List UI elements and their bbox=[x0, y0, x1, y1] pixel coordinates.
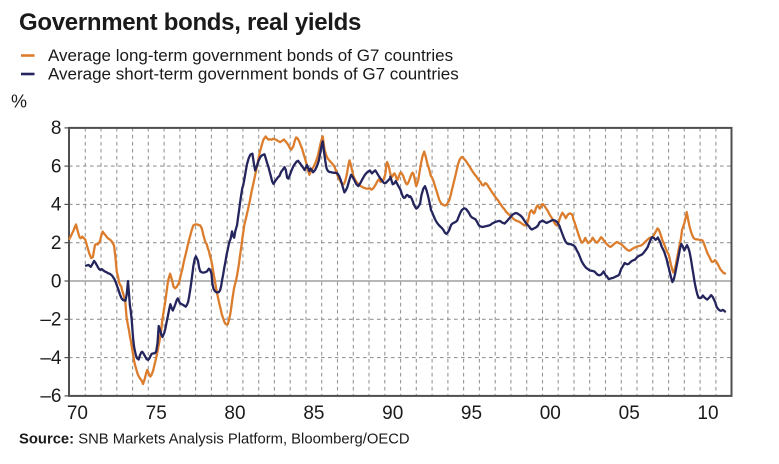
svg-text:Government bonds, real yields: Government bonds, real yields bbox=[19, 9, 361, 36]
svg-text:6: 6 bbox=[51, 156, 62, 177]
svg-text:0: 0 bbox=[51, 271, 62, 292]
svg-text:05: 05 bbox=[619, 403, 640, 424]
svg-text:00: 00 bbox=[540, 403, 561, 424]
svg-text:%: % bbox=[11, 92, 27, 112]
svg-text:10: 10 bbox=[697, 403, 718, 424]
svg-text:–2: –2 bbox=[40, 310, 61, 331]
svg-text:95: 95 bbox=[461, 403, 482, 424]
svg-text:–4: –4 bbox=[40, 348, 62, 369]
svg-text:Source: SNB Markets Analysis P: Source: SNB Markets Analysis Platform, B… bbox=[19, 432, 410, 448]
svg-text:8: 8 bbox=[51, 118, 62, 139]
svg-text:4: 4 bbox=[51, 195, 62, 216]
svg-text:90: 90 bbox=[382, 403, 403, 424]
svg-text:Average long-term government b: Average long-term government bonds of G7… bbox=[48, 46, 453, 65]
svg-text:75: 75 bbox=[146, 403, 167, 424]
svg-text:–6: –6 bbox=[40, 386, 61, 407]
svg-text:Average short-term government: Average short-term government bonds of G… bbox=[48, 65, 459, 84]
svg-text:2: 2 bbox=[51, 233, 62, 254]
svg-text:70: 70 bbox=[67, 403, 88, 424]
svg-text:80: 80 bbox=[224, 403, 245, 424]
svg-text:85: 85 bbox=[303, 403, 324, 424]
